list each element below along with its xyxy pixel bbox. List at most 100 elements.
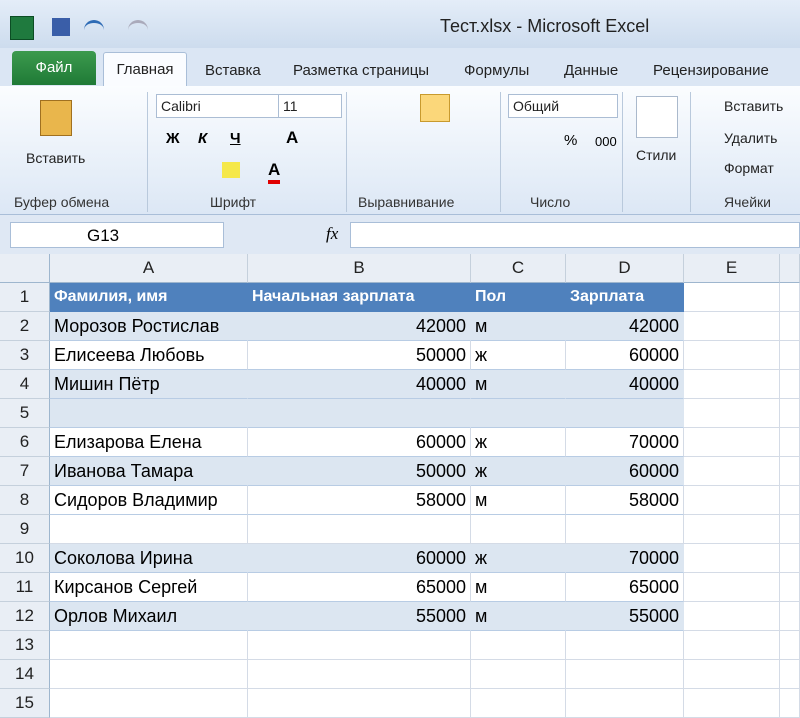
- cell[interactable]: [780, 341, 800, 370]
- file-tab[interactable]: Файл: [12, 51, 96, 85]
- cell[interactable]: Зарплата: [566, 283, 684, 312]
- cell[interactable]: [684, 283, 780, 312]
- insert-function-button[interactable]: fx: [326, 224, 339, 243]
- cell[interactable]: [684, 428, 780, 457]
- cell[interactable]: 65000: [566, 573, 684, 602]
- cell[interactable]: 50000: [248, 457, 471, 486]
- cell[interactable]: [50, 660, 248, 689]
- cell[interactable]: [50, 631, 248, 660]
- row-header[interactable]: 1: [0, 283, 50, 312]
- cell[interactable]: Сидоров Владимир: [50, 486, 248, 515]
- cell[interactable]: [780, 602, 800, 631]
- cell[interactable]: м: [471, 573, 566, 602]
- redo-icon[interactable]: [128, 20, 148, 35]
- ribbon-tab[interactable]: Рецензирование: [653, 62, 769, 79]
- row-header[interactable]: 15: [0, 689, 50, 718]
- cell[interactable]: [780, 399, 800, 428]
- cell[interactable]: [684, 631, 780, 660]
- fill-color-icon[interactable]: [222, 162, 240, 178]
- cell[interactable]: 42000: [566, 312, 684, 341]
- ribbon-tab[interactable]: Главная: [103, 52, 187, 87]
- cell[interactable]: [780, 660, 800, 689]
- underline-button[interactable]: Ч: [230, 130, 241, 147]
- row-header[interactable]: 14: [0, 660, 50, 689]
- save-icon[interactable]: [52, 18, 70, 36]
- cell[interactable]: [684, 602, 780, 631]
- cell[interactable]: 70000: [566, 544, 684, 573]
- cell[interactable]: Фамилия, имя: [50, 283, 248, 312]
- cell[interactable]: [471, 631, 566, 660]
- ribbon-tab[interactable]: Данные: [564, 62, 619, 79]
- cell[interactable]: [780, 428, 800, 457]
- cell[interactable]: [780, 283, 800, 312]
- ribbon-tab[interactable]: Разметка страницы: [293, 62, 430, 79]
- cell[interactable]: [471, 515, 566, 544]
- paste-icon[interactable]: [40, 100, 72, 136]
- cell[interactable]: [50, 515, 248, 544]
- row-header[interactable]: 8: [0, 486, 50, 515]
- cell[interactable]: Соколова Ирина: [50, 544, 248, 573]
- insert-cells-button[interactable]: Вставить: [724, 98, 784, 114]
- cell[interactable]: 60000: [566, 341, 684, 370]
- cell[interactable]: 58000: [248, 486, 471, 515]
- column-header[interactable]: D: [566, 254, 684, 283]
- cell[interactable]: 55000: [248, 602, 471, 631]
- cell[interactable]: [471, 399, 566, 428]
- cell[interactable]: м: [471, 312, 566, 341]
- cell[interactable]: ж: [471, 457, 566, 486]
- cell[interactable]: [780, 573, 800, 602]
- cell[interactable]: [684, 660, 780, 689]
- cell[interactable]: [684, 457, 780, 486]
- cell[interactable]: [780, 515, 800, 544]
- cell[interactable]: [471, 660, 566, 689]
- formula-input[interactable]: [350, 222, 800, 248]
- row-header[interactable]: 5: [0, 399, 50, 428]
- cell[interactable]: [684, 573, 780, 602]
- cell[interactable]: [780, 457, 800, 486]
- row-header[interactable]: 11: [0, 573, 50, 602]
- cell[interactable]: [566, 660, 684, 689]
- ribbon-tab[interactable]: Формулы: [464, 62, 530, 79]
- cell[interactable]: [248, 631, 471, 660]
- cell[interactable]: 50000: [248, 341, 471, 370]
- italic-button[interactable]: К: [198, 130, 208, 147]
- cell[interactable]: Пол: [471, 283, 566, 312]
- cell[interactable]: [566, 631, 684, 660]
- styles-button[interactable]: Стили: [636, 147, 677, 163]
- cell[interactable]: Иванова Тамара: [50, 457, 248, 486]
- cell[interactable]: Елисеева Любовь: [50, 341, 248, 370]
- cell[interactable]: ж: [471, 428, 566, 457]
- cell[interactable]: [248, 399, 471, 428]
- row-header[interactable]: 6: [0, 428, 50, 457]
- cell[interactable]: Орлов Михаил: [50, 602, 248, 631]
- percent-button[interactable]: %: [564, 132, 578, 149]
- cell[interactable]: [684, 515, 780, 544]
- select-all[interactable]: [0, 254, 50, 283]
- bold-button[interactable]: Ж: [166, 130, 180, 147]
- cell[interactable]: Морозов Ростислав: [50, 312, 248, 341]
- ribbon-tab[interactable]: Вставка: [205, 62, 261, 79]
- cell[interactable]: Кирсанов Сергей: [50, 573, 248, 602]
- align-middle-button[interactable]: [420, 94, 450, 122]
- cell[interactable]: [684, 370, 780, 399]
- font-name-box[interactable]: Calibri: [156, 94, 280, 118]
- cell[interactable]: [50, 399, 248, 428]
- cell[interactable]: 58000: [566, 486, 684, 515]
- cell[interactable]: 65000: [248, 573, 471, 602]
- cell[interactable]: 40000: [566, 370, 684, 399]
- cell[interactable]: [566, 399, 684, 428]
- paste-button[interactable]: Вставить: [26, 150, 86, 166]
- cell[interactable]: Начальная зарплата: [248, 283, 471, 312]
- cell[interactable]: [248, 515, 471, 544]
- cell[interactable]: [684, 312, 780, 341]
- name-box[interactable]: G13: [10, 222, 224, 248]
- cell[interactable]: [684, 399, 780, 428]
- cell[interactable]: м: [471, 370, 566, 399]
- grow-font-button[interactable]: A: [286, 128, 299, 147]
- row-header[interactable]: 10: [0, 544, 50, 573]
- row-header[interactable]: 9: [0, 515, 50, 544]
- row-header[interactable]: 12: [0, 602, 50, 631]
- cell[interactable]: [780, 544, 800, 573]
- cell[interactable]: [780, 486, 800, 515]
- cell[interactable]: 70000: [566, 428, 684, 457]
